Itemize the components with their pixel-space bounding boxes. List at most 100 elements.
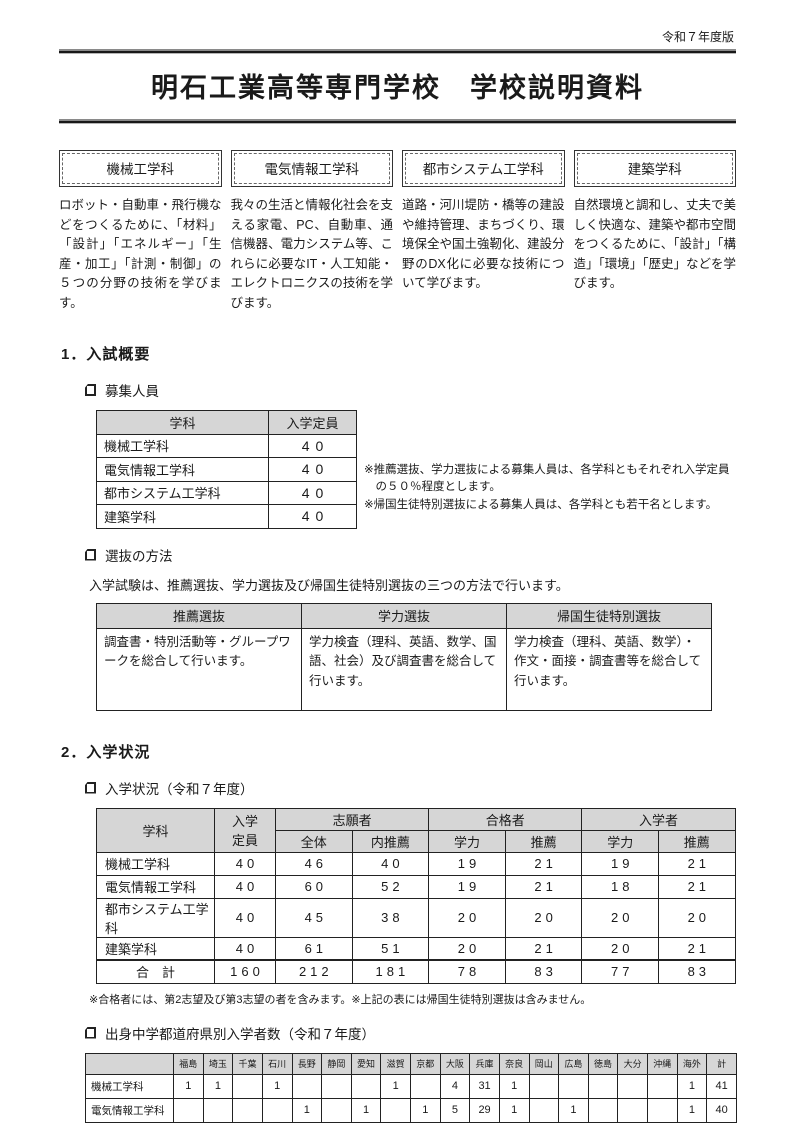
table-cell: 19 (428, 851, 506, 876)
column-header: 滋賀 (380, 1052, 411, 1075)
table-header-row: 福島 埼玉 千葉 石川 長野 静岡 愛知 滋賀 京都 大阪 兵庫 奈良 岡山 広島 徳島 大分 沖縄 海外計 (85, 1052, 737, 1075)
page-title: 明石工業高等専門学校 学校説明資料 (151, 73, 644, 103)
table-cell: 40 (268, 480, 357, 505)
table-row: 機械工学科 1 1 1 1 4 31 1 1 41 (85, 1073, 737, 1099)
square-bullet-icon (85, 1026, 96, 1039)
table-cell: 機械工学科 (96, 851, 215, 876)
column-header: 計 (706, 1052, 737, 1075)
column-header-academic: 学力選抜 (301, 602, 507, 629)
table-cell (528, 1073, 560, 1099)
selection-method-cell: 学力検査（理科、英語、数学）・作文・面接・調査書等を総合して行います。 (506, 627, 712, 711)
department-title-box: 都市システム工学科 (402, 150, 565, 187)
column-header-department: 学科 (96, 807, 215, 853)
table-cell: 46 (275, 851, 353, 876)
table-cell (173, 1097, 204, 1123)
table-cell: 1 (410, 1097, 441, 1123)
table-cell: 20 (581, 897, 659, 938)
department-title-box: 建築学科 (573, 150, 736, 187)
admission-label: 入学状況（令和７年度） (105, 781, 254, 797)
table-cell: 1 (380, 1073, 411, 1099)
subcolumn-header: 推薦 (504, 829, 583, 853)
table-cell (647, 1073, 678, 1099)
table-cell: 160 (214, 959, 276, 984)
table-cell: 181 (351, 959, 430, 984)
department-description: 道路・河川堤防・橋等の建設や維持管理、まちづくり、環境保全や国土強靭化、建設分野… (402, 198, 565, 290)
table-cell: 31 (469, 1073, 500, 1099)
table-cell (232, 1097, 263, 1123)
department-electrical-info: 電気情報工学科 我々の生活と情報化社会を支える家電、PC、自動車、通信機器、電力… (230, 150, 394, 313)
table-cell: 83 (504, 959, 583, 984)
square-bullet-icon (85, 781, 96, 794)
table-cell: 20 (428, 897, 506, 938)
subcolumn-header: 学力 (581, 829, 659, 853)
table-cell (291, 1073, 323, 1099)
admission-label-row: 入学状況（令和７年度） (85, 778, 736, 798)
table-cell: 40 (214, 874, 276, 899)
divider-top (59, 49, 736, 54)
section2-heading: 2．入学状況 (61, 743, 151, 761)
recruitment-note: ※帰国生徒特別選抜による募集人員は、各学科とも若干名とします。 (364, 499, 718, 511)
table-cell (528, 1097, 560, 1123)
column-header: 千葉 (232, 1052, 263, 1075)
table-cell: 1 (261, 1073, 293, 1099)
square-bullet-icon (85, 384, 96, 396)
table-cell: 合 計 (96, 959, 215, 984)
selection-method-cell: 調査書・特別活動等・グループワークを総合して行います。 (96, 627, 302, 711)
table-cell: 21 (658, 874, 736, 899)
department-title-box: 機械工学科 (59, 150, 222, 187)
selection-method-cell: 学力検査（理科、英語、数学、国語、社会）及び調査書を総合して行います。 (301, 627, 507, 711)
section1-heading: 1．入試概要 (61, 346, 151, 363)
table-cell: 20 (428, 936, 506, 961)
table-cell: 21 (504, 936, 583, 961)
recruitment-table: 学科 入学定員 機械工学科 40 電気情報工学科 40 都市システム工学科 40 建築学科 4… (96, 410, 357, 529)
table-cell: 20 (581, 936, 659, 961)
recruitment-label-row: 募集人員 (85, 380, 736, 400)
table-cell (587, 1073, 619, 1099)
column-header-recommendation: 推薦選抜 (96, 602, 302, 629)
subcolumn-header: 学力 (428, 829, 506, 853)
table-cell: 45 (275, 897, 353, 938)
table-cell: 19 (581, 851, 659, 876)
table-header-row: 推薦選抜 学力選抜 帰国生徒特別選抜 (96, 602, 712, 629)
table-cell: 20 (504, 897, 583, 938)
table-cell: 40 (706, 1097, 737, 1123)
department-description: 我々の生活と情報化社会を支える家電、PC、自動車、通信機器、電力システム等、これ… (230, 198, 394, 310)
recruitment-label: 募集人員 (105, 384, 159, 399)
department-name: 電気情報工学科 (233, 153, 390, 184)
department-title-box: 電気情報工学科 (230, 150, 393, 187)
table-cell: 77 (581, 959, 659, 984)
table-cell: 18 (581, 874, 659, 899)
table-cell: 21 (504, 874, 583, 899)
table-row: 機械工学科 40 (96, 433, 357, 458)
table-cell: 83 (658, 959, 736, 984)
subcolumn-header: 内推薦 (351, 829, 430, 853)
column-header: 大阪 (439, 1052, 471, 1075)
column-header: 静岡 (321, 1052, 352, 1075)
table-header-row: 学科 入学定員 (96, 410, 357, 435)
prefecture-label-row: 出身中学都道府県別入学者数（令和７年度） (85, 1023, 736, 1043)
divider-under-title (59, 119, 736, 124)
table-cell: 21 (658, 936, 736, 961)
table-header-row: 学科 入学 定員 志願者 合格者 入学者 (96, 807, 736, 853)
table-cell: 機械工学科 (96, 433, 269, 458)
table-cell: 4 (439, 1073, 471, 1099)
column-header: 石川 (261, 1052, 293, 1075)
column-header: 岡山 (528, 1052, 560, 1075)
selection-methods-table: 推薦選抜 学力選抜 帰国生徒特別選抜 調査書・特別活動等・グループワークを総合し… (96, 602, 712, 711)
table-cell: 40 (214, 936, 276, 961)
subcolumn-header: 推薦 (658, 829, 736, 853)
table-cell (380, 1097, 411, 1123)
table-cell: 電気情報工学科 (96, 874, 215, 899)
selection-label: 選抜の方法 (105, 548, 173, 564)
group-header-enrolled: 入学者 (581, 807, 736, 831)
table-row: 調査書・特別活動等・グループワークを総合して行います。 学力検査（理科、英語、数… (96, 627, 712, 711)
table-cell: 20 (658, 897, 736, 938)
table-cell: 41 (706, 1073, 737, 1099)
table-cell: 1 (350, 1097, 382, 1123)
column-header: 海外 (676, 1052, 708, 1075)
table-cell: 都市システム工学科 (96, 480, 269, 505)
square-bullet-icon (85, 548, 96, 561)
recruitment-notes: ※推薦選抜、学力選抜による募集人員は、各学科ともそれぞれ入学定員の５０％程度とし… (364, 410, 736, 515)
table-cell: 建築学科 (96, 504, 269, 529)
column-header: 徳島 (587, 1052, 619, 1075)
